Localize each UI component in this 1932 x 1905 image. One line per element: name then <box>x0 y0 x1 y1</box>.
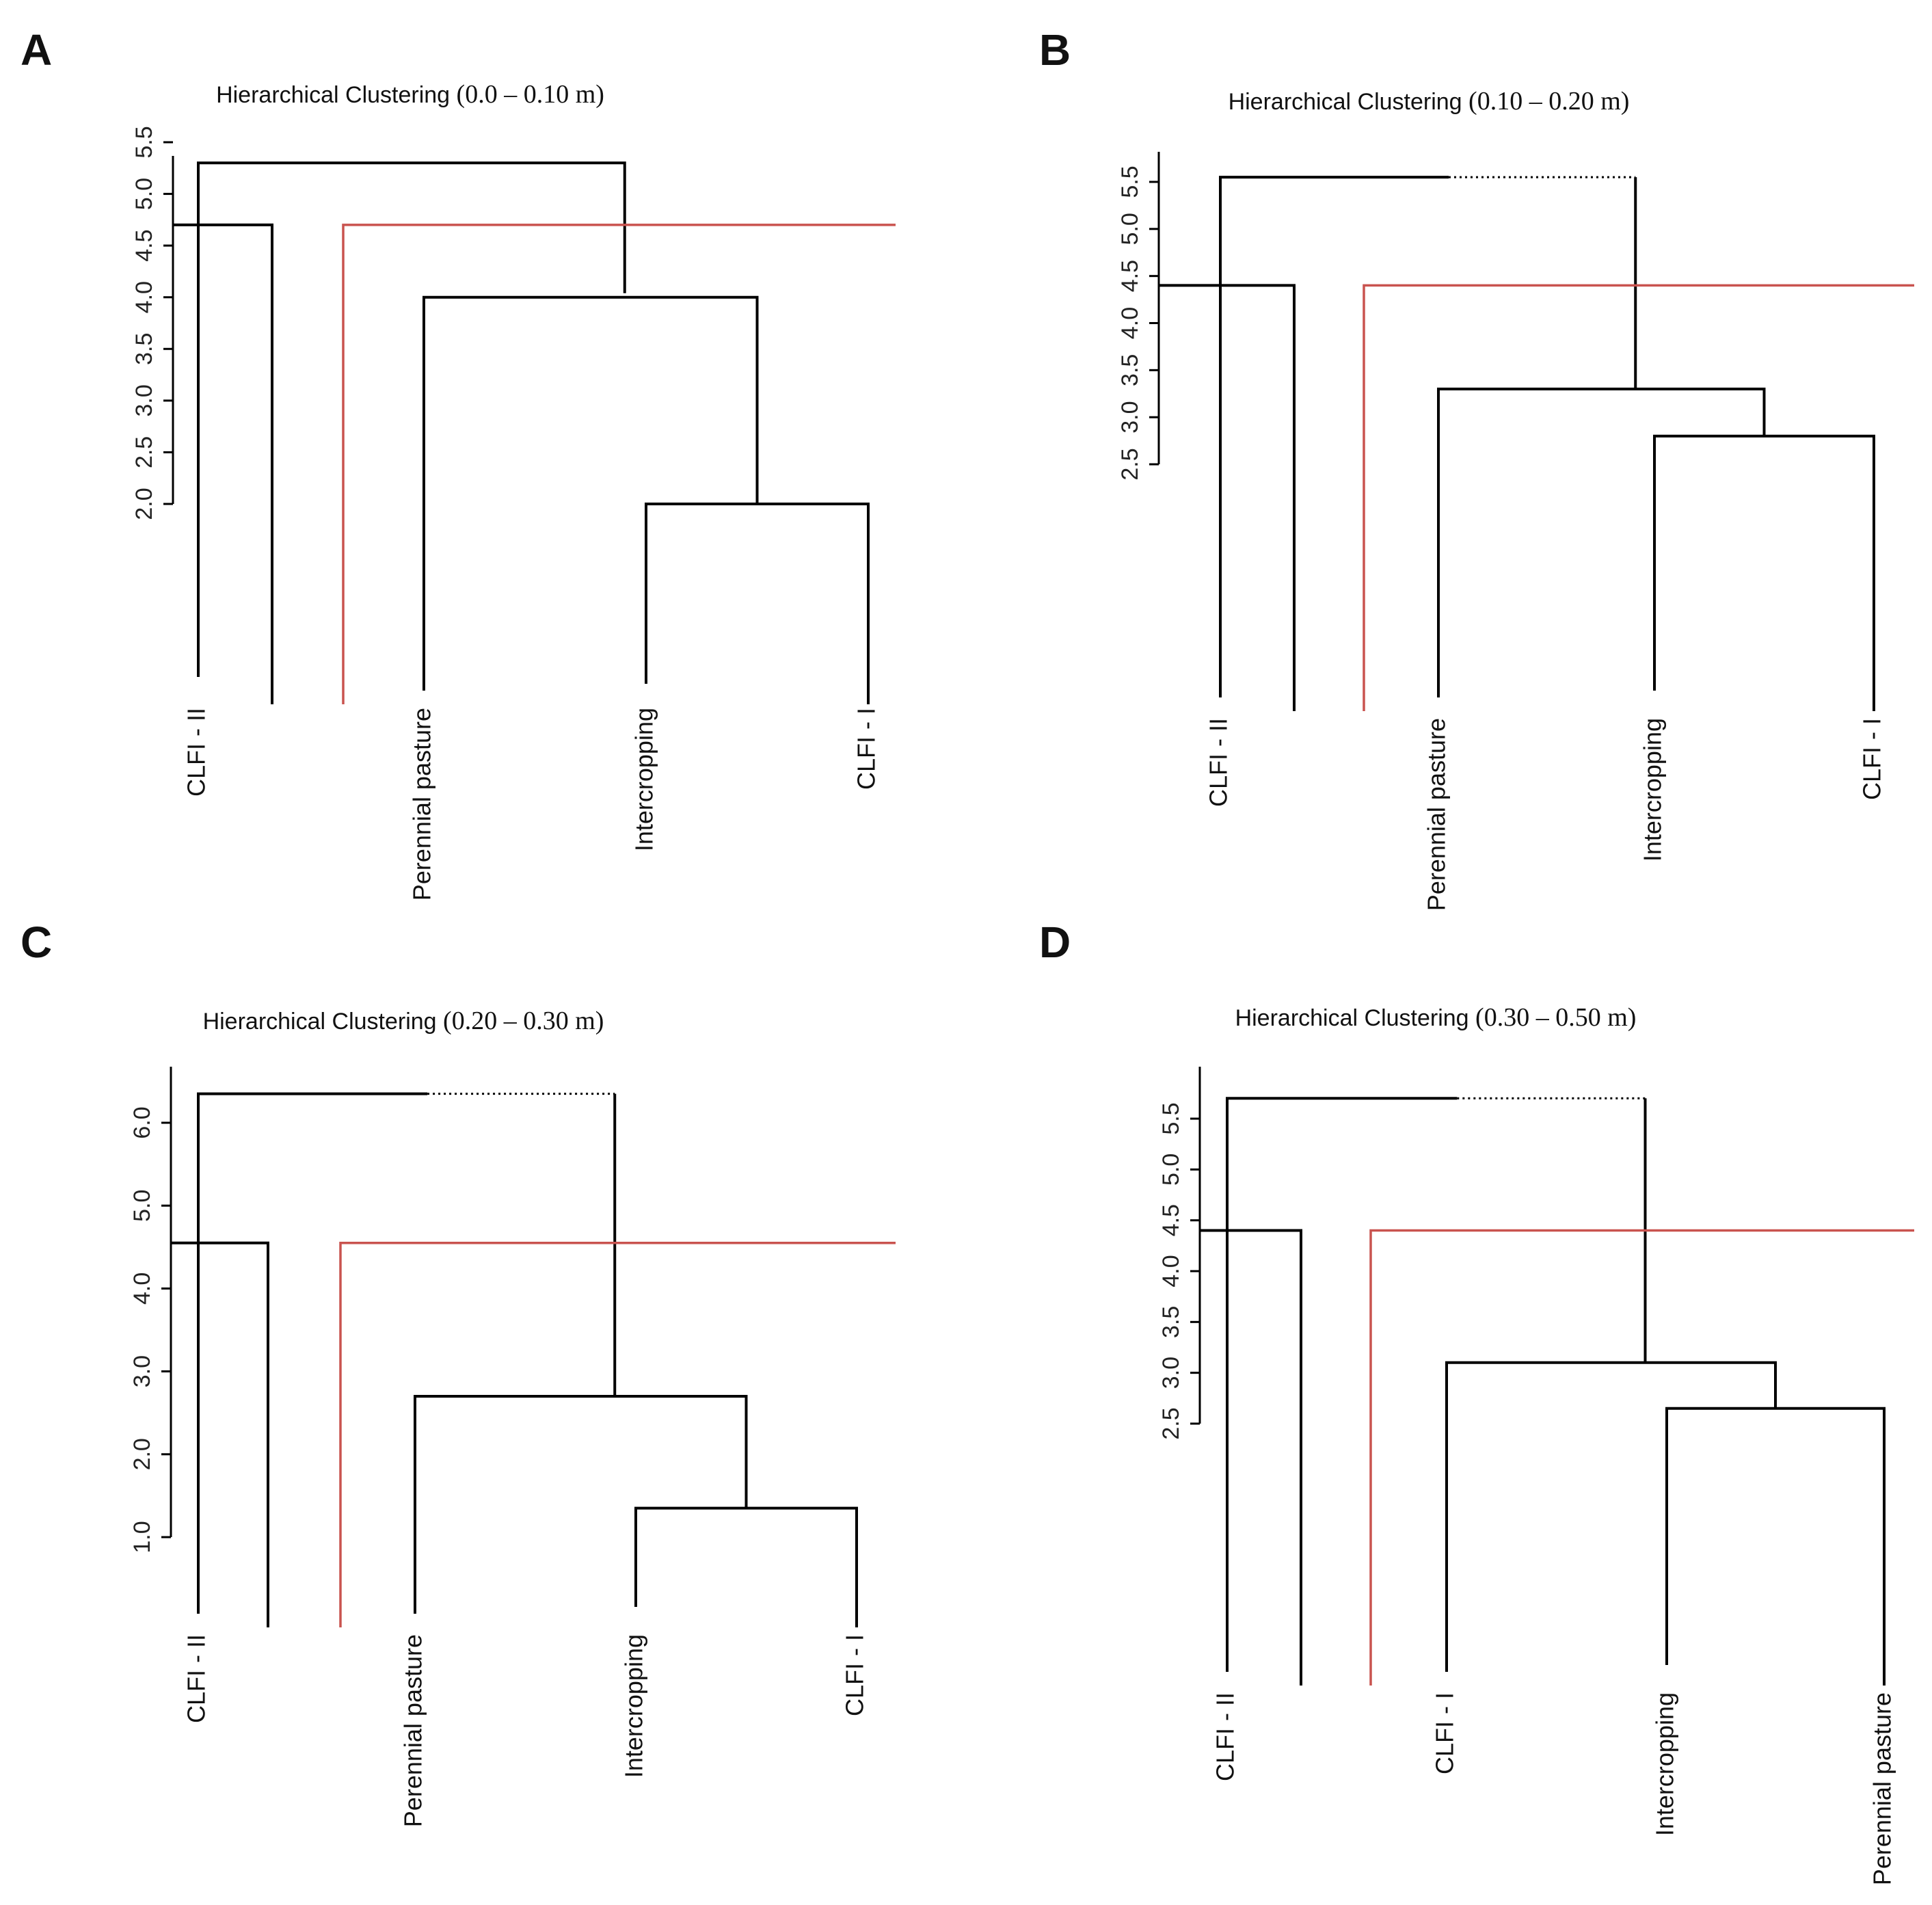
leaf-label: CLFI - II <box>1205 718 1233 807</box>
panel-d: D Hierarchical Clustering (0.30 – 0.50 m)… <box>1039 918 1914 1885</box>
leaf-label: CLFI - II <box>183 708 211 797</box>
panel-letter: A <box>21 25 52 75</box>
cut-bracket <box>1200 1229 1302 1686</box>
cut-line <box>1369 1229 1914 1686</box>
panel-letter: B <box>1039 25 1071 75</box>
dendrogram-merge-1 <box>1653 434 1875 711</box>
cut-bracket <box>1159 284 1296 711</box>
y-tick-label: 4.0 <box>131 281 157 313</box>
y-tick-label: 5.5 <box>131 126 157 158</box>
y-tick-label: 2.5 <box>1117 448 1143 480</box>
leaf-label: Intercropping <box>620 1634 648 1778</box>
cut-line <box>339 1241 896 1627</box>
cut-bracket <box>173 223 273 704</box>
y-tick-label: 4.0 <box>1117 307 1143 339</box>
chart-title: Hierarchical Clustering (0.20 – 0.30 m) <box>203 1007 604 1035</box>
dendrogram-merge-3 <box>197 1092 428 1614</box>
y-tick-label: 5.0 <box>129 1190 155 1222</box>
y-tick-label: 2.5 <box>131 436 157 468</box>
panel-b: B Hierarchical Clustering (0.10 – 0.20 m)… <box>1039 25 1914 911</box>
dendrogram-merge-3 <box>1219 176 1449 697</box>
dendrogram-merge-1 <box>1665 1407 1886 1686</box>
leaf-label: CLFI - I <box>853 708 881 790</box>
chart-title-main: Hierarchical Clustering <box>1235 1005 1475 1031</box>
y-tick-label: 2.0 <box>131 488 157 520</box>
chart-title-main: Hierarchical Clustering <box>216 82 456 108</box>
y-tick-label: 3.0 <box>1158 1357 1184 1389</box>
leaf-label: Perennial pasture <box>1423 718 1451 911</box>
cut-line <box>342 224 896 704</box>
y-tick-label: 3.0 <box>129 1355 155 1387</box>
leaf-label: Intercropping <box>1639 718 1667 862</box>
y-tick-label: 5.5 <box>1158 1102 1184 1134</box>
y-tick-label: 4.5 <box>131 230 157 262</box>
y-tick-label: 5.5 <box>1117 165 1143 198</box>
y-tick-label: 3.5 <box>1158 1306 1184 1338</box>
cut-bracket <box>171 1241 269 1627</box>
dendrogram-merge-2 <box>422 295 759 691</box>
chart-title-range: (0.30 – 0.50 m) <box>1475 1003 1636 1032</box>
dendrogram-merge-1 <box>645 503 870 704</box>
y-tick-label: 4.0 <box>129 1273 155 1305</box>
y-tick-label: 2.0 <box>129 1438 155 1470</box>
y-tick-label: 3.0 <box>1117 401 1143 434</box>
chart-title-range: (0.10 – 0.20 m) <box>1468 87 1629 116</box>
leaf-label: Perennial pasture <box>408 708 436 901</box>
y-tick-label: 3.0 <box>131 384 157 416</box>
chart-title: Hierarchical Clustering (0.30 – 0.50 m) <box>1235 1003 1637 1032</box>
panel-c: C Hierarchical Clustering (0.20 – 0.30 m)… <box>21 918 896 1827</box>
chart-title-main: Hierarchical Clustering <box>203 1009 443 1035</box>
leaf-label: CLFI - II <box>183 1634 211 1723</box>
y-tick-label: 5.0 <box>131 178 157 210</box>
cut-line <box>1363 284 1914 711</box>
dendrogram-merge-1 <box>634 1506 858 1627</box>
leaf-label: Perennial pasture <box>1868 1692 1896 1885</box>
leaf-label: Intercropping <box>1651 1692 1679 1836</box>
y-tick-label: 3.5 <box>131 333 157 365</box>
leaf-label: Perennial pasture <box>399 1634 427 1827</box>
y-tick-label: 5.0 <box>1158 1154 1184 1186</box>
chart-title: Hierarchical Clustering (0.10 – 0.20 m) <box>1229 87 1630 116</box>
chart-title-range: (0.20 – 0.30 m) <box>443 1007 604 1035</box>
dendrogram-merge-2 <box>414 1394 748 1614</box>
leaf-label: CLFI - I <box>1431 1692 1459 1774</box>
chart-title: Hierarchical Clustering (0.0 – 0.10 m) <box>216 80 604 109</box>
chart-title-main: Hierarchical Clustering <box>1229 89 1468 115</box>
y-tick-label: 6.0 <box>129 1106 155 1138</box>
dendrogram-merge-3 <box>1226 1097 1458 1672</box>
dendrogram-merge-2 <box>1445 1361 1777 1672</box>
y-tick-label: 2.5 <box>1158 1407 1184 1439</box>
y-tick-label: 1.0 <box>129 1521 155 1553</box>
y-tick-label: 5.0 <box>1117 213 1143 245</box>
leaf-label: CLFI - I <box>1858 718 1886 800</box>
panel-letter: C <box>21 918 52 967</box>
dendrogram-merge-2 <box>1437 387 1766 697</box>
dendrogram-merge-3 <box>197 161 626 677</box>
panel-letter: D <box>1039 918 1071 967</box>
leaf-label: CLFI - I <box>841 1634 869 1716</box>
leaf-label: Intercropping <box>630 708 658 851</box>
y-tick-label: 4.0 <box>1158 1255 1184 1287</box>
y-tick-label: 3.5 <box>1117 354 1143 386</box>
leaf-label: CLFI - II <box>1211 1692 1239 1781</box>
y-tick-label: 4.5 <box>1117 260 1143 292</box>
chart-title-range: (0.0 – 0.10 m) <box>457 80 604 109</box>
panel-a: A Hierarchical Clustering (0.0 – 0.10 m) 2… <box>21 25 896 901</box>
y-tick-label: 4.5 <box>1158 1204 1184 1236</box>
